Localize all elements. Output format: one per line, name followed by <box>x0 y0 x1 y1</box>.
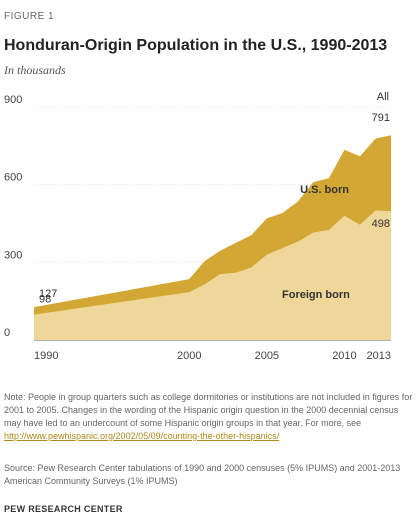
y-tick-label: 300 <box>4 249 22 261</box>
organization-name: PEW RESEARCH CENTER <box>4 504 123 514</box>
series-label-us-born: U.S. born <box>300 184 349 196</box>
series-label-all: All <box>377 91 389 103</box>
y-tick-label: 900 <box>4 94 22 106</box>
y-tick-label: 0 <box>4 327 10 339</box>
chart-note: Note: People in group quarters such as c… <box>4 391 416 443</box>
chart-source: Source: Pew Research Center tabulations … <box>4 463 401 486</box>
x-tick-label: 1990 <box>34 350 58 362</box>
chart-subtitle: In thousands <box>4 63 66 77</box>
y-axis-ticks: 0 300 600 900 <box>4 94 22 339</box>
data-label-foreign-2013: 498 <box>372 218 390 230</box>
data-label-all-1990: 127 <box>39 288 57 300</box>
chart-areas <box>34 135 391 340</box>
x-tick-label: 2010 <box>332 350 356 362</box>
data-label-all-2013: 791 <box>372 112 390 124</box>
chart-title: Honduran-Origin Population in the U.S., … <box>4 37 388 54</box>
series-label-foreign-born: Foreign born <box>282 289 350 301</box>
x-tick-label: 2005 <box>255 350 279 362</box>
x-tick-label: 2000 <box>177 350 201 362</box>
figure-label: FIGURE 1 <box>4 11 55 22</box>
x-axis-ticks: 1990 2000 2005 2010 2013 <box>34 350 391 362</box>
note-text: Note: People in group quarters such as c… <box>4 392 413 428</box>
y-tick-label: 600 <box>4 172 22 184</box>
x-tick-label: 2013 <box>367 350 391 362</box>
foreign-born-area <box>34 210 391 340</box>
data-label-foreign-1990: 98 <box>39 294 51 306</box>
note-link[interactable]: http://www.pewhispanic.org/2002/05/09/co… <box>4 431 280 441</box>
